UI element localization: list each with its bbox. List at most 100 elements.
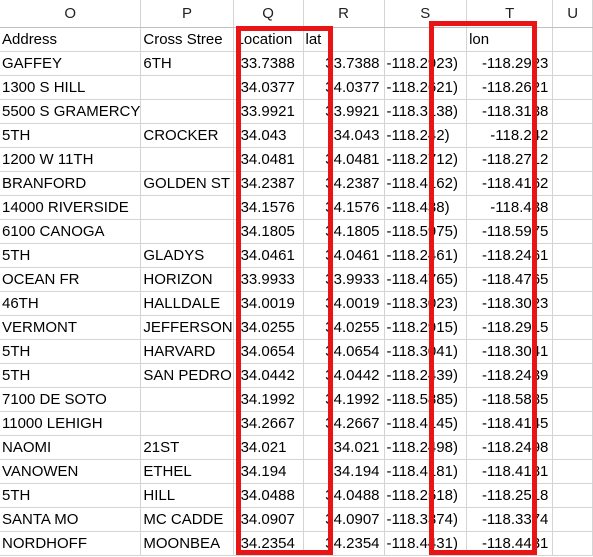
cell-s[interactable]: -118.2518) [384,483,468,508]
cell-s[interactable]: -118.2461) [384,243,468,268]
cell-p[interactable] [140,147,234,172]
cell-s[interactable]: -118.5885) [384,387,468,412]
cell-r[interactable]: 34.2354 [303,531,385,556]
cell-o[interactable]: 7100 DE SOTO [0,387,142,412]
cell-o[interactable]: SANTA MO [0,507,142,532]
cell-s[interactable]: -118.2498) [384,435,468,460]
cell-t[interactable]: -118.2621 [466,75,554,100]
cell-p[interactable]: MOONBEA [140,531,234,556]
cell-o[interactable]: 5TH [0,243,142,268]
cell-q[interactable]: (34.0019 [233,291,304,316]
cell-o[interactable]: 11000 LEHIGH [0,411,142,436]
cell-p[interactable]: CROCKER [140,123,234,148]
cell-s[interactable]: -118.3041) [384,339,468,364]
cell-t[interactable]: -118.2712 [466,147,554,172]
cell-r[interactable]: 34.1576 [303,195,385,220]
cell-p[interactable]: HARVARD [140,339,234,364]
cell-r[interactable]: 34.0019 [303,291,385,316]
cell-u[interactable] [552,171,593,196]
column-header-q[interactable]: Q [233,0,304,28]
cell-u[interactable] [552,195,593,220]
cell-s[interactable]: -118.4162) [384,171,468,196]
cell-u[interactable] [552,75,593,100]
cell-u[interactable] [552,387,593,412]
cell-t[interactable]: lon [466,27,554,52]
cell-t[interactable]: -118.3023 [466,291,554,316]
cell-u[interactable] [552,483,593,508]
cell-s[interactable]: -118.2712) [384,147,468,172]
cell-s[interactable] [384,27,468,52]
cell-s[interactable]: -118.2923) [384,51,468,76]
cell-u[interactable] [552,219,593,244]
cell-r[interactable]: 34.0442 [303,363,385,388]
cell-t[interactable]: -118.3374 [466,507,554,532]
cell-r[interactable]: 33.9933 [303,267,385,292]
cell-s[interactable]: -118.2915) [384,315,468,340]
cell-o[interactable]: 1300 S HILL [0,75,142,100]
cell-u[interactable] [552,243,593,268]
cell-p[interactable]: Cross Stree [140,27,234,52]
cell-t[interactable]: -118.2915 [466,315,554,340]
cell-o[interactable]: GAFFEY [0,51,142,76]
cell-u[interactable] [552,363,593,388]
cell-p[interactable]: HILL [140,483,234,508]
cell-r[interactable]: 34.0461 [303,243,385,268]
cell-o[interactable]: OCEAN FR [0,267,142,292]
cell-s[interactable]: -118.2621) [384,75,468,100]
cell-t[interactable]: -118.2461 [466,243,554,268]
cell-q[interactable]: (34.0481 [233,147,304,172]
cell-o[interactable]: Address [0,27,142,52]
cell-p[interactable]: 6TH [140,51,234,76]
cell-p[interactable]: MC CADDE [140,507,234,532]
cell-o[interactable]: 1200 W 11TH [0,147,142,172]
cell-r[interactable]: 34.1805 [303,219,385,244]
cell-o[interactable]: 14000 RIVERSIDE [0,195,142,220]
cell-q[interactable]: (34.0654 [233,339,304,364]
cell-s[interactable]: -118.242) [384,123,468,148]
cell-p[interactable]: HORIZON [140,267,234,292]
cell-p[interactable] [140,99,234,124]
cell-q[interactable]: (33.7388 [233,51,304,76]
cell-p[interactable]: HALLDALE [140,291,234,316]
cell-u[interactable] [552,339,593,364]
cell-o[interactable]: 5TH [0,339,142,364]
cell-r[interactable]: 34.2387 [303,171,385,196]
cell-t[interactable]: -118.2439 [466,363,554,388]
cell-u[interactable] [552,315,593,340]
cell-q[interactable]: (34.0461 [233,243,304,268]
cell-s[interactable]: -118.5975) [384,219,468,244]
cell-u[interactable] [552,51,593,76]
cell-r[interactable]: 34.0377 [303,75,385,100]
cell-q[interactable]: (34.1576 [233,195,304,220]
column-header-t[interactable]: T [466,0,554,28]
cell-u[interactable] [552,507,593,532]
cell-p[interactable] [140,219,234,244]
cell-u[interactable] [552,27,593,52]
cell-o[interactable]: 5TH [0,123,142,148]
cell-q[interactable]: (34.043 [233,123,304,148]
cell-p[interactable]: 21ST [140,435,234,460]
cell-s[interactable]: -118.4181) [384,459,468,484]
cell-u[interactable] [552,531,593,556]
cell-t[interactable]: -118.4431 [466,531,554,556]
cell-o[interactable]: NORDHOFF [0,531,142,556]
cell-p[interactable] [140,75,234,100]
cell-r[interactable]: 34.0255 [303,315,385,340]
cell-o[interactable]: VERMONT [0,315,142,340]
cell-u[interactable] [552,459,593,484]
column-header-o[interactable]: O [0,0,142,28]
cell-p[interactable] [140,387,234,412]
cell-q[interactable]: (34.0255 [233,315,304,340]
cell-q[interactable]: (34.0377 [233,75,304,100]
cell-q[interactable]: (34.0907 [233,507,304,532]
cell-u[interactable] [552,147,593,172]
cell-o[interactable]: 5TH [0,483,142,508]
cell-t[interactable]: -118.4181 [466,459,554,484]
cell-q[interactable]: (34.1805 [233,219,304,244]
cell-t[interactable]: -118.438 [466,195,554,220]
column-header-u[interactable]: U [552,0,593,28]
cell-t[interactable]: -118.3041 [466,339,554,364]
cell-o[interactable]: VANOWEN [0,459,142,484]
cell-u[interactable] [552,267,593,292]
cell-s[interactable]: -118.3023) [384,291,468,316]
